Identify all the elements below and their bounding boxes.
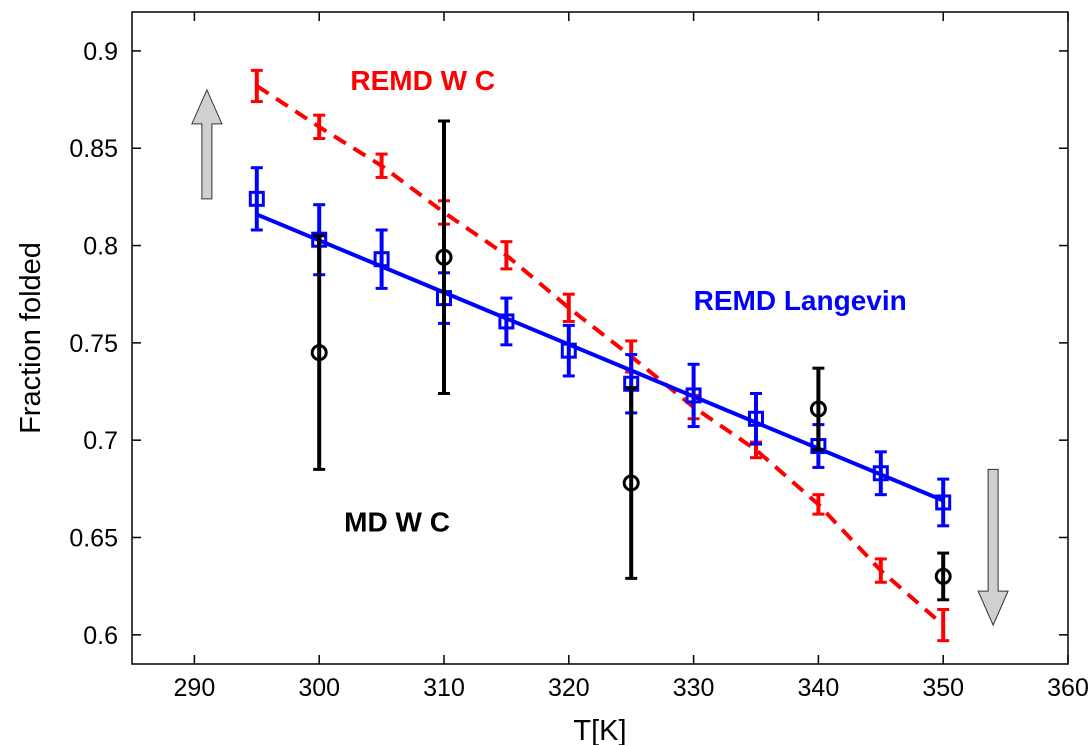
- data-point: [498, 313, 515, 330]
- x-axis-ticks: 290 300 310 320 330 340 350 360: [174, 12, 1089, 702]
- data-point: [872, 465, 889, 482]
- data-point: [560, 342, 577, 359]
- y-tick-label: 0.65: [69, 524, 118, 552]
- data-point: [935, 494, 952, 511]
- annotation-md-wc: MD W C: [344, 507, 450, 538]
- fit-line: [256, 212, 944, 503]
- x-tick-label: 340: [798, 674, 840, 702]
- plot-frame: [131, 11, 1069, 665]
- x-tick-label: 310: [423, 674, 465, 702]
- arrow-up: [191, 88, 223, 200]
- x-axis-label: T[K]: [573, 715, 626, 745]
- annotation-remd-langevin: REMD Langevin: [694, 285, 907, 316]
- data-point: [622, 474, 640, 492]
- x-tick-label: 300: [298, 674, 340, 702]
- data-point: [435, 248, 453, 266]
- y-tick-label: 0.9: [83, 38, 118, 66]
- y-axis-ticks: 0.6 0.65 0.7 0.75 0.8 0.85 0.9: [69, 38, 1068, 650]
- data-point: [248, 190, 265, 207]
- series-remd-langevin: [248, 166, 952, 528]
- data-point: [685, 387, 702, 404]
- data-point: [310, 344, 328, 362]
- x-tick-label: 290: [174, 674, 216, 702]
- x-tick-label: 330: [673, 674, 715, 702]
- x-tick-label: 350: [922, 674, 964, 702]
- data-point: [373, 251, 390, 268]
- series-line: [255, 84, 945, 627]
- arrows-layer: [191, 88, 1009, 627]
- series-layer: [248, 68, 952, 643]
- data-point: [934, 567, 952, 585]
- y-tick-label: 0.75: [69, 330, 118, 358]
- y-tick-label: 0.85: [69, 135, 118, 163]
- y-tick-label: 0.8: [83, 233, 118, 261]
- series-md-w-c: [310, 119, 952, 602]
- y-tick-label: 0.7: [83, 427, 118, 455]
- x-tick-label: 320: [548, 674, 590, 702]
- data-point: [748, 410, 764, 427]
- annotations-layer: REMD W C REMD Langevin MD W C: [344, 65, 907, 538]
- x-tick-label: 360: [1047, 674, 1089, 702]
- data-point: [809, 400, 827, 418]
- annotation-remd-wc: REMD W C: [350, 65, 495, 96]
- y-axis-label: Fraction folded: [15, 242, 47, 434]
- y-tick-label: 0.6: [83, 622, 118, 650]
- arrow-down: [977, 468, 1009, 627]
